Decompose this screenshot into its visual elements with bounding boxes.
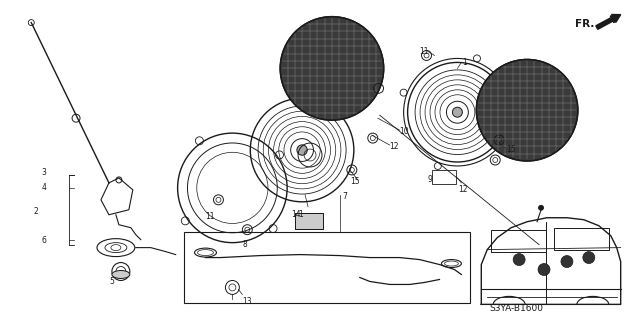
Circle shape (538, 205, 543, 210)
Text: 1: 1 (298, 210, 303, 219)
Bar (295, 213, 323, 229)
Circle shape (538, 263, 550, 276)
Text: 11: 11 (205, 212, 215, 221)
Text: 15: 15 (350, 177, 360, 186)
Circle shape (561, 256, 573, 268)
Text: 12: 12 (390, 142, 399, 151)
Bar (295, 213, 323, 229)
Circle shape (280, 17, 384, 120)
Text: 1: 1 (462, 58, 467, 67)
Text: 8: 8 (243, 240, 247, 249)
FancyArrow shape (596, 14, 621, 29)
Text: 13: 13 (243, 297, 252, 306)
Circle shape (297, 145, 307, 155)
Text: 10: 10 (399, 127, 409, 136)
Circle shape (452, 107, 462, 117)
Text: 5: 5 (109, 278, 114, 286)
Circle shape (513, 254, 525, 265)
Bar (431, 170, 456, 184)
Text: 7: 7 (342, 192, 347, 201)
Bar (492, 230, 546, 252)
Text: 3: 3 (41, 168, 46, 177)
Circle shape (583, 252, 595, 263)
Text: S3YA-B1600: S3YA-B1600 (489, 304, 543, 313)
Bar (184, 232, 470, 303)
Text: 9: 9 (428, 175, 433, 184)
Circle shape (476, 59, 578, 161)
Text: 12: 12 (458, 185, 468, 194)
Text: 15: 15 (506, 145, 516, 154)
Text: 6: 6 (41, 236, 46, 245)
Ellipse shape (112, 271, 130, 278)
Text: 4: 4 (41, 183, 46, 192)
Text: 2: 2 (33, 207, 38, 216)
Text: 11: 11 (420, 48, 429, 56)
Text: FR.: FR. (575, 19, 595, 29)
Bar (554, 228, 609, 249)
Text: 14: 14 (291, 210, 301, 219)
